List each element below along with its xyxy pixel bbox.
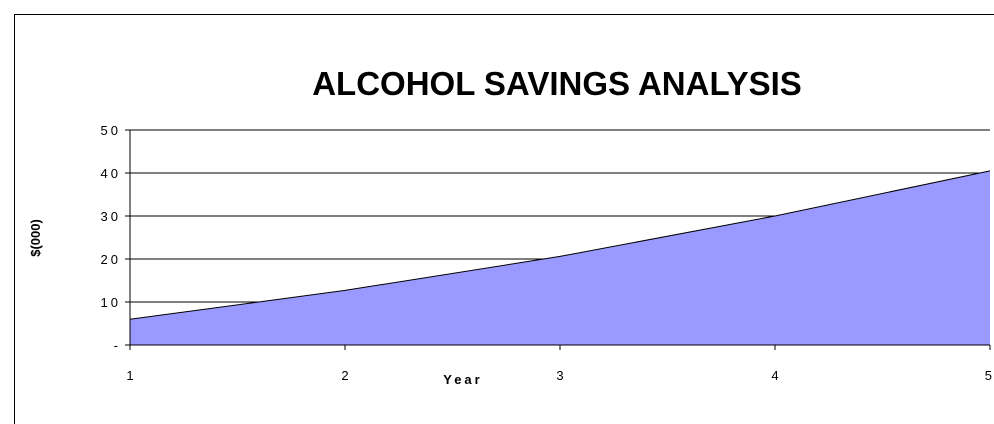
- x-tick-label: 3: [556, 368, 563, 383]
- y-axis-title: $(000): [28, 219, 43, 257]
- x-tick-label: 1: [126, 368, 133, 383]
- y-tick-label: 30: [101, 209, 121, 224]
- y-tick-label: 10: [101, 295, 121, 310]
- x-tick-label: 2: [341, 368, 348, 383]
- x-axis-title: Year: [443, 372, 482, 387]
- axes: [125, 129, 991, 350]
- area-line: [129, 170, 991, 320]
- x-tick-label: 5: [985, 368, 992, 383]
- chart-frame: [14, 14, 994, 424]
- x-tick-label: 4: [771, 368, 778, 383]
- y-tick-label: 20: [101, 252, 121, 267]
- y-tick-label: -: [114, 338, 121, 353]
- tick-labels: - 10 20 30 40 50 1 2 3 4 5: [101, 123, 992, 383]
- y-tick-label: 50: [101, 123, 121, 138]
- chart-title: ALCOHOL SAVINGS ANALYSIS: [312, 65, 802, 102]
- y-tick-label: 40: [101, 166, 121, 181]
- area-series: [129, 170, 991, 345]
- area-fill: [130, 170, 990, 345]
